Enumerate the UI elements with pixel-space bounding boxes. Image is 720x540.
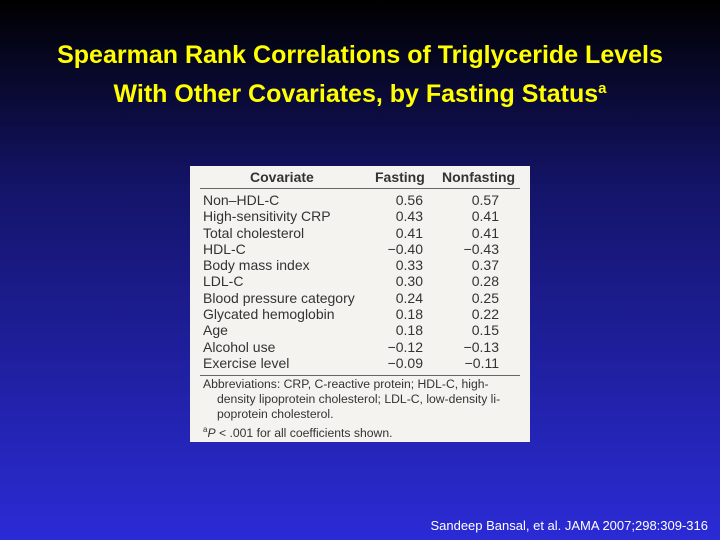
table-row: Glycated hemoglobin 0.18 0.22: [190, 306, 530, 322]
title-line: Spearman Rank Correlations of Triglyceri…: [57, 41, 663, 69]
footnote-symbol: P: [207, 426, 216, 441]
table-cell: −0.13: [463, 338, 499, 355]
table-cell: −0.12: [387, 338, 423, 355]
table-row: Non–HDL-C 0.56 0.57: [190, 192, 530, 208]
title-line: With Other Covariates, by Fasting Status: [113, 80, 599, 108]
header-cell: Nonfasting: [442, 169, 516, 185]
rule: [200, 375, 520, 376]
table-cell: 0.30: [395, 273, 423, 290]
table-row: LDL-C 0.30 0.28: [190, 273, 530, 289]
table-row: Body mass index 0.33 0.37: [190, 257, 530, 273]
table-cell: 0.15: [471, 322, 499, 339]
title-line: With Other Covariates, by Fasting Status…: [0, 72, 720, 111]
table-cell: Total cholesterol: [203, 224, 305, 241]
footnote-line: poprotein cholesterol.: [217, 407, 334, 421]
table-cell: −0.43: [463, 240, 499, 257]
table-cell: 0.56: [395, 192, 423, 208]
table-cell: Age: [203, 322, 228, 339]
footnote-marker: a: [203, 425, 208, 434]
rule: [200, 188, 520, 189]
table-cell: HDL-C: [203, 240, 246, 257]
table-cell: 0.57: [471, 192, 499, 208]
table-cell: 0.41: [471, 224, 499, 241]
table-row: Total cholesterol 0.41 0.41: [190, 225, 530, 241]
table-row: Alcohol use −0.12 −0.13: [190, 339, 530, 355]
table-cell: 0.41: [471, 208, 499, 225]
table-row: Age 0.18 0.15: [190, 322, 530, 338]
table-cell: −0.09: [387, 354, 423, 371]
table-cell: Blood pressure category: [203, 289, 355, 306]
table-cell: 0.18: [395, 306, 423, 323]
table-cell: 0.37: [471, 257, 499, 274]
footnote-line: Abbreviations: CRP, C-reactive protein; …: [203, 377, 489, 391]
table-cell: −0.11: [464, 354, 499, 371]
table-cell: 0.18: [395, 322, 423, 339]
table-cell: 0.41: [395, 224, 423, 241]
table-cell: Alcohol use: [203, 338, 276, 355]
table-cell: 0.33: [395, 257, 423, 274]
table-row: Blood pressure category 0.24 0.25: [190, 290, 530, 306]
table-cell: 0.25: [471, 289, 499, 306]
footnote-line: density lipoprotein cholesterol; LDL-C, …: [217, 392, 501, 406]
footnote-line: aP < .001 for all coefficients shown.: [203, 422, 523, 441]
table-cell: High-sensitivity CRP: [203, 208, 331, 225]
footnotes: Abbreviations: CRP, C-reactive protein; …: [203, 377, 523, 441]
table-box: Covariate Fasting Nonfasting Non–HDL-C 0.…: [190, 166, 530, 442]
table-row: High-sensitivity CRP 0.43 0.41: [190, 208, 530, 224]
table-cell: 0.24: [395, 289, 423, 306]
table-cell: Non–HDL-C: [203, 192, 280, 208]
title: Spearman Rank Correlations of Triglyceri…: [0, 38, 720, 111]
citation: Sandeep Bansal, et al. JAMA 2007;298:309…: [430, 518, 708, 533]
table-cell: 0.22: [471, 306, 499, 323]
header-cell: Covariate: [250, 169, 314, 185]
table-cell: 0.43: [395, 208, 423, 225]
table-cell: −0.40: [387, 240, 423, 257]
table-header: Covariate Fasting Nonfasting: [190, 169, 530, 187]
header-cell: Fasting: [375, 169, 425, 185]
table-cell: 0.28: [471, 273, 499, 290]
table-cell: Body mass index: [203, 257, 310, 274]
table-cell: Glycated hemoglobin: [203, 306, 335, 323]
table-row: HDL-C −0.40 −0.43: [190, 241, 530, 257]
table-cell: LDL-C: [203, 273, 244, 290]
table-body: Non–HDL-C 0.56 0.57 High-sensitivity CRP 0.4…: [190, 192, 530, 371]
footnote-text: < .001 for all coefficients shown.: [215, 426, 393, 441]
table-cell: Exercise level: [203, 354, 290, 371]
table-row: Exercise level −0.09 −0.11: [190, 355, 530, 371]
title-superscript: a: [598, 80, 607, 97]
